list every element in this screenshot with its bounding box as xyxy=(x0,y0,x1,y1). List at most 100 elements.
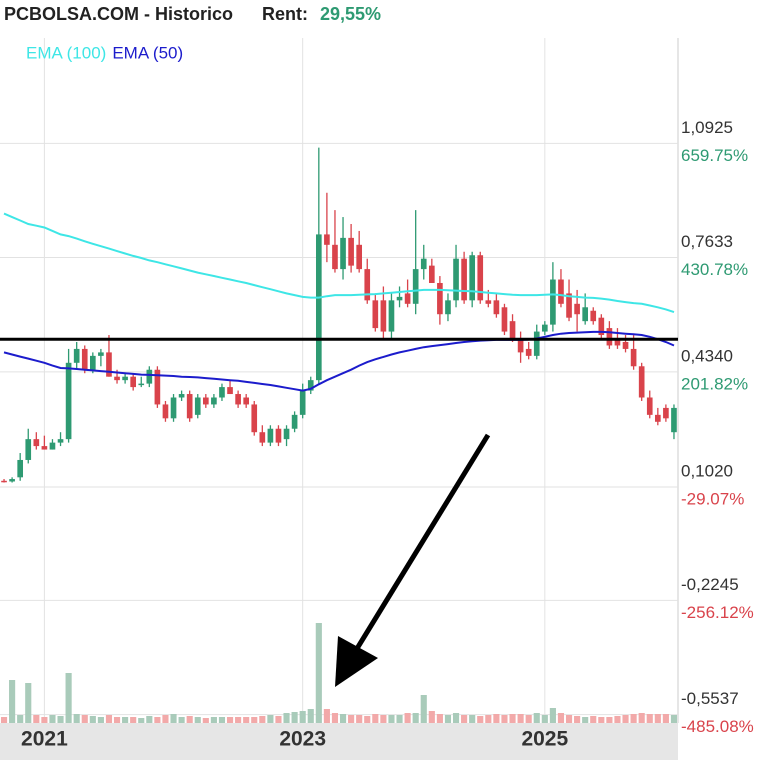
y-tick-label: -0,5537 xyxy=(681,689,739,708)
volume-bar xyxy=(436,714,443,723)
volume-bar xyxy=(388,715,395,723)
arrow-head xyxy=(335,636,378,687)
candle-body xyxy=(574,303,580,315)
volume-bar xyxy=(210,717,217,723)
volume-bar xyxy=(412,713,419,723)
candle-body xyxy=(477,255,484,301)
x-axis-band xyxy=(0,723,678,760)
volume-bar xyxy=(606,717,613,723)
candle-body xyxy=(275,428,282,443)
candle-body xyxy=(283,428,290,440)
volume-bar xyxy=(105,715,113,723)
volume-bar xyxy=(638,713,645,723)
candle-body xyxy=(332,244,338,270)
volume-bar xyxy=(557,713,565,723)
volume-bar xyxy=(493,714,500,723)
candle-body xyxy=(388,300,395,332)
candle-body xyxy=(114,376,120,381)
candle-body xyxy=(291,414,298,429)
candle-body xyxy=(57,439,64,443)
candle-body xyxy=(646,397,653,415)
candle-body xyxy=(122,376,128,381)
volume-bar xyxy=(501,715,508,723)
candle-body xyxy=(235,394,241,405)
volume-bar xyxy=(598,717,605,723)
volume-bar xyxy=(275,716,282,723)
candle-body xyxy=(194,397,201,415)
candle-body xyxy=(606,328,613,346)
candle-body xyxy=(267,428,274,443)
candle-body xyxy=(130,376,137,388)
volume-bar xyxy=(243,717,250,723)
volume-bar xyxy=(622,715,629,723)
rent-label: Rent: xyxy=(262,4,308,24)
volume-bar xyxy=(356,715,363,723)
ema-lines xyxy=(3,212,675,392)
volume-bar xyxy=(574,716,581,723)
candle-body xyxy=(493,300,500,315)
volume-bar xyxy=(590,716,597,723)
volume-bar xyxy=(65,673,72,723)
y-tick-label: -0,2245 xyxy=(681,575,739,594)
volume-bar xyxy=(226,717,234,723)
volume-bar xyxy=(420,695,427,723)
candle-body xyxy=(106,352,112,377)
volume-bar xyxy=(81,715,88,723)
candle-body xyxy=(340,237,346,270)
volume-bar xyxy=(154,717,161,723)
volume-bar xyxy=(89,716,96,723)
volume-bar xyxy=(477,716,484,723)
arrow-shaft xyxy=(347,433,491,662)
candle-body xyxy=(49,442,56,450)
volume-bar xyxy=(162,715,169,723)
y2-tick-label: 659.75% xyxy=(681,146,748,165)
volume-bar xyxy=(380,715,387,723)
volume-bar xyxy=(614,716,621,723)
volume-bar xyxy=(299,711,306,723)
candle-body xyxy=(380,300,387,332)
candle-body xyxy=(671,407,677,433)
volume-bar xyxy=(549,708,556,723)
volume-bar xyxy=(348,715,355,723)
volume-bar xyxy=(97,717,104,723)
volume-bar xyxy=(202,718,209,723)
candle-body xyxy=(437,282,443,315)
volume-bar xyxy=(444,715,452,723)
volume-bar xyxy=(461,715,468,723)
legend-entry: EMA (100) xyxy=(26,43,106,62)
candle-body xyxy=(178,394,185,398)
candle-body xyxy=(509,321,516,339)
volume-bar xyxy=(582,717,589,723)
volume-bar xyxy=(372,714,379,723)
volume-bar xyxy=(404,713,411,723)
candle-body xyxy=(404,293,411,304)
candle-body xyxy=(227,387,233,395)
candle-body xyxy=(638,366,645,398)
candle-body xyxy=(550,279,556,325)
candle-body xyxy=(170,397,177,419)
volume-bar xyxy=(146,716,153,723)
labels: 1,0925 0,7633 0,4340 0,1020 -0,2245 -0,5537 65… xyxy=(21,43,754,750)
volume-bar xyxy=(33,715,40,723)
volume-bar xyxy=(525,715,532,723)
candle-body xyxy=(154,369,161,405)
candle-body xyxy=(566,293,572,318)
volume-bar xyxy=(49,715,56,723)
candle-body xyxy=(364,269,371,301)
candle-body xyxy=(461,258,467,301)
candle-body xyxy=(41,446,48,450)
volume-bar xyxy=(113,717,121,723)
volume-bar xyxy=(194,717,201,723)
volume-bar xyxy=(283,713,290,723)
candle-body xyxy=(219,387,225,398)
volume-bar xyxy=(364,716,371,723)
volume-bar xyxy=(251,717,258,723)
candle-body xyxy=(25,439,32,460)
candle-body xyxy=(251,404,258,433)
volume-bar xyxy=(170,714,177,723)
candle-body xyxy=(211,397,217,405)
volume-bar xyxy=(452,713,460,723)
candle-body xyxy=(420,258,427,270)
